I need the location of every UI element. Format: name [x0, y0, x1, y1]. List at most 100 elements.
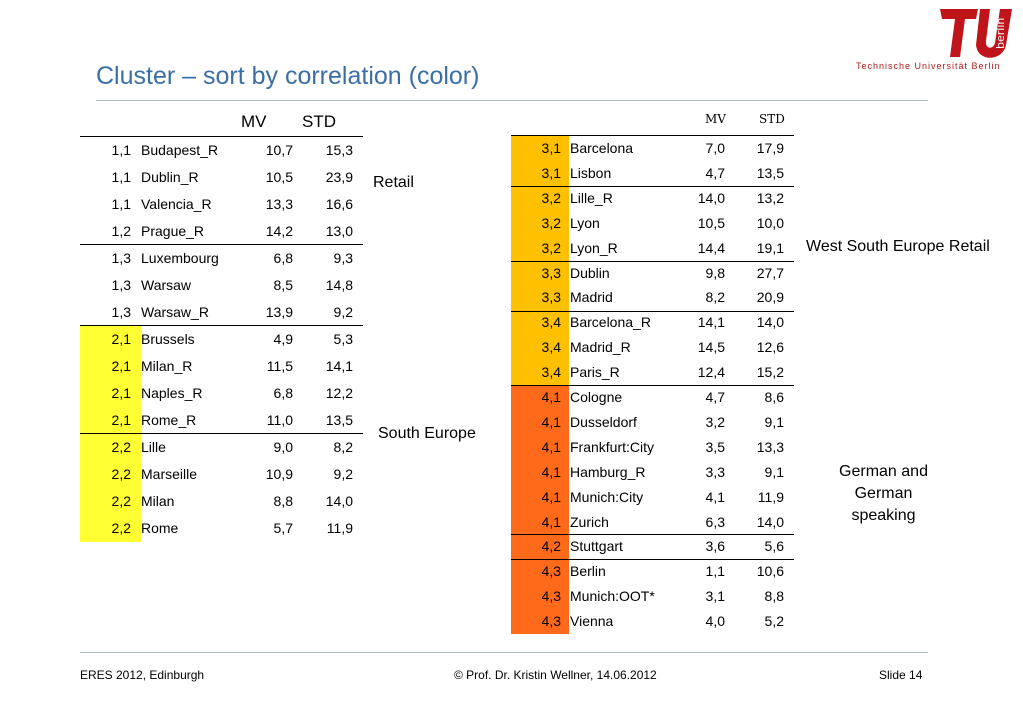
table-row: 3,4 Barcelona_R 14,1 14,0 — [511, 310, 794, 336]
cluster-id-cell: 3,4 — [511, 310, 569, 336]
std-value-cell: 8,2 — [333, 439, 353, 455]
mv-value-cell: 12,4 — [697, 364, 725, 381]
table-row: 4,3 Munich:OOT* 3,1 8,8 — [511, 584, 794, 610]
market-name-cell: Dublin — [570, 264, 610, 281]
cluster-id-cell: 3,4 — [511, 360, 569, 386]
std-value-cell: 14,8 — [325, 277, 353, 293]
std-value-cell: 27,7 — [756, 264, 784, 281]
mv-value-cell: 14,2 — [265, 223, 293, 239]
std-value-cell: 12,6 — [756, 339, 784, 356]
market-name-cell: Rome_R — [141, 412, 197, 428]
group-label-german-speaking: German and German speaking — [839, 463, 928, 524]
table-row: 3,1 Barcelona 7,0 17,9 — [511, 136, 794, 161]
std-value-cell: 23,9 — [325, 169, 353, 185]
table-row: 3,2 Lyon_R 14,4 19,1 — [511, 235, 794, 261]
std-value-cell: 15,2 — [756, 364, 784, 381]
std-value-cell: 14,0 — [325, 493, 353, 509]
market-name-cell: Stuttgart — [570, 538, 623, 555]
table-row: 2,1 Rome_R 11,0 13,5 — [80, 407, 363, 434]
cluster-id-cell: 4,3 — [511, 584, 569, 610]
market-name-cell: Brussels — [141, 331, 195, 347]
mv-value-cell: 4,9 — [273, 331, 293, 347]
std-value-cell: 19,1 — [756, 239, 784, 256]
group-divider — [511, 385, 794, 386]
cluster-id-cell: 2,2 — [80, 461, 141, 488]
std-value-cell: 13,3 — [756, 438, 784, 455]
table-row: 2,1 Milan_R 11,5 14,1 — [80, 353, 363, 380]
std-value-cell: 15,3 — [325, 142, 353, 158]
group-divider — [511, 311, 794, 312]
cluster-id-cell: 2,2 — [80, 488, 141, 515]
left-header-rule — [80, 136, 363, 137]
mv-value-cell: 1,1 — [705, 563, 725, 580]
cluster-id-cell: 1,3 — [80, 299, 141, 326]
std-value-cell: 13,0 — [325, 223, 353, 239]
market-name-cell: Lille_R — [570, 189, 613, 206]
mv-value-cell: 7,0 — [705, 140, 725, 156]
std-value-cell: 9,3 — [333, 250, 353, 266]
mv-value-cell: 4,7 — [705, 389, 725, 405]
mv-value-cell: 14,0 — [697, 189, 725, 206]
table-row: 1,2 Prague_R 14,2 13,0 — [80, 218, 363, 245]
mv-value-cell: 11,5 — [266, 358, 293, 374]
cluster-id-cell: 2,2 — [80, 515, 141, 542]
group-divider — [80, 325, 363, 326]
std-value-cell: 12,2 — [325, 385, 353, 401]
mv-value-cell: 6,3 — [705, 513, 725, 530]
std-value-cell: 17,9 — [756, 140, 784, 156]
market-name-cell: Berlin — [570, 563, 606, 580]
market-name-cell: Milan — [141, 493, 175, 509]
market-name-cell: Warsaw_R — [141, 304, 209, 320]
left-header-mv: MV — [241, 112, 267, 131]
group-divider — [511, 559, 794, 560]
market-name-cell: Dublin_R — [141, 169, 199, 185]
cluster-id-cell: 4,3 — [511, 609, 569, 635]
market-name-cell: Warsaw — [141, 277, 192, 293]
logo-caption: Technische Universität Berlin — [856, 61, 1001, 71]
mv-value-cell: 4,1 — [705, 488, 725, 505]
cluster-id-cell: 1,1 — [80, 137, 141, 164]
mv-value-cell: 3,6 — [705, 538, 725, 555]
std-value-cell: 20,9 — [756, 289, 784, 306]
market-name-cell: Marseille — [141, 466, 198, 482]
mv-value-cell: 5,7 — [273, 520, 293, 536]
table-row: 4,1 Cologne 4,7 8,6 — [511, 385, 794, 410]
cluster-id-cell: 3,1 — [511, 136, 569, 161]
group-label-south-europe: South Europe — [378, 425, 476, 442]
table-row: 2,2 Milan 8,8 14,0 — [80, 488, 363, 515]
table-row: 3,4 Madrid_R 14,5 12,6 — [511, 335, 794, 361]
table-row: 3,1 Lisbon 4,7 13,5 — [511, 160, 794, 186]
table-row: 2,2 Rome 5,7 11,9 — [80, 515, 363, 542]
std-value-cell: 5,6 — [764, 538, 784, 555]
market-name-cell: Rome — [141, 520, 179, 536]
cluster-id-cell: 1,1 — [80, 191, 141, 218]
std-value-cell: 13,5 — [756, 164, 784, 181]
mv-value-cell: 3,3 — [705, 463, 725, 480]
table-row: 1,3 Luxembourg 6,8 9,3 — [80, 245, 363, 272]
market-name-cell: Cologne — [570, 389, 623, 405]
table-row: 3,2 Lille_R 14,0 13,2 — [511, 185, 794, 211]
std-value-cell: 13,2 — [756, 189, 784, 206]
market-name-cell: Frankfurt:City — [570, 438, 655, 455]
table-row: 1,1 Valencia_R 13,3 16,6 — [80, 191, 363, 218]
std-value-cell: 14,0 — [756, 314, 784, 331]
market-name-cell: Madrid — [570, 289, 613, 306]
cluster-id-cell: 4,1 — [511, 484, 569, 510]
market-name-cell: Valencia_R — [141, 196, 212, 212]
table-row: 3,4 Paris_R 12,4 15,2 — [511, 360, 794, 386]
std-value-cell: 11,9 — [757, 488, 784, 505]
cluster-id-cell: 4,3 — [511, 559, 569, 585]
cluster-id-cell: 2,1 — [80, 326, 141, 353]
table-row: 3,3 Dublin 9,8 27,7 — [511, 260, 794, 286]
table-row: 4,1 Munich:City 4,1 11,9 — [511, 484, 794, 510]
std-value-cell: 9,1 — [764, 413, 784, 430]
market-name-cell: Lisbon — [570, 164, 612, 181]
std-value-cell: 10,6 — [756, 563, 784, 580]
mv-value-cell: 3,5 — [705, 438, 725, 455]
cluster-id-cell: 1,2 — [80, 218, 141, 245]
table-row: 2,1 Naples_R 6,8 12,2 — [80, 380, 363, 407]
mv-value-cell: 10,5 — [697, 214, 725, 231]
market-name-cell: Munich:OOT* — [570, 588, 655, 605]
cluster-id-cell: 1,3 — [80, 245, 141, 272]
std-value-cell: 16,6 — [325, 196, 353, 212]
